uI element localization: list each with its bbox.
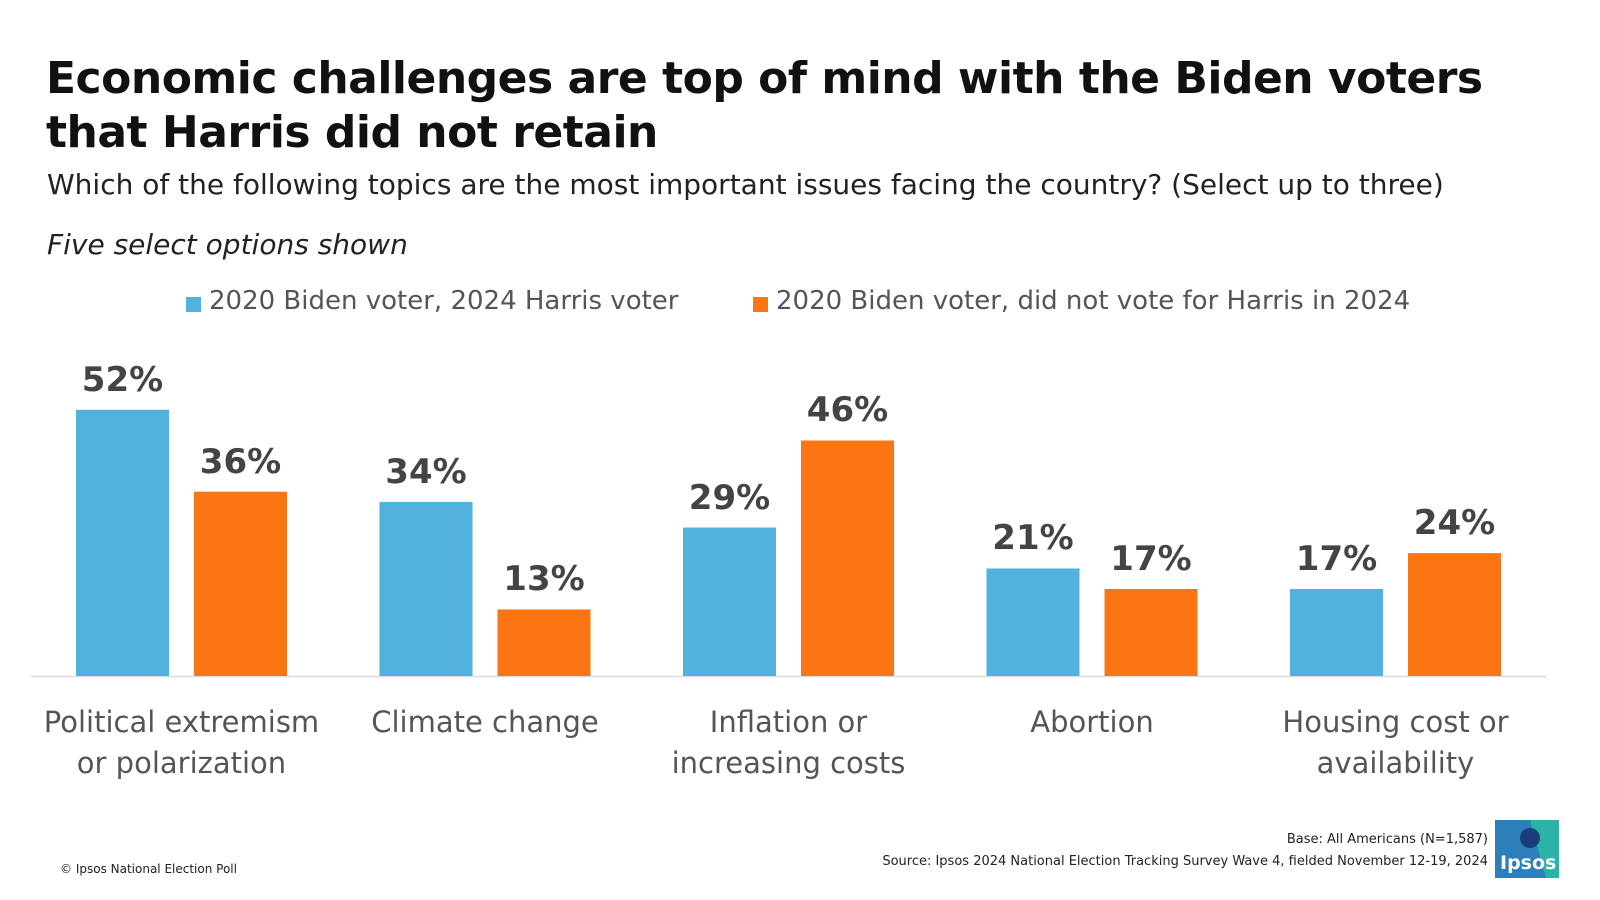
legend-label: 2020 Biden voter, did not vote for Harri… — [776, 286, 1411, 316]
bar — [1290, 588, 1383, 676]
value-label: 13% — [503, 559, 585, 600]
bar — [801, 440, 894, 676]
value-label: 24% — [1413, 503, 1496, 544]
value-label: 52% — [81, 359, 164, 400]
logo-text: Ipsos — [1500, 852, 1557, 874]
bar — [683, 527, 776, 676]
x-tick-label: Political extremism or polarization — [43, 705, 320, 780]
source-note: Source: Ipsos 2024 National Election Tra… — [882, 854, 1488, 869]
bar — [497, 609, 591, 676]
logo — [1495, 820, 1559, 878]
value-label: 46% — [806, 390, 889, 431]
bar — [194, 491, 287, 676]
legend-label: 2020 Biden voter, 2024 Harris voter — [209, 286, 679, 316]
value-label: 21% — [992, 518, 1074, 559]
x-tick-label: Housing cost or availability — [1282, 705, 1509, 780]
value-label: 34% — [385, 451, 467, 492]
chart-title: Economic challenges are top of mind with… — [46, 53, 1483, 158]
x-tick-label: Climate change — [371, 705, 599, 739]
x-tick-label: Abortion — [1030, 705, 1154, 739]
bar — [379, 501, 473, 676]
legend-swatch — [753, 297, 768, 312]
bar — [1104, 588, 1198, 676]
value-label: 29% — [688, 477, 771, 518]
chart-note: Five select options shown — [47, 228, 408, 261]
value-label: 36% — [199, 441, 282, 482]
logo-head — [1520, 828, 1540, 848]
value-label: 17% — [1110, 538, 1192, 579]
bar — [1408, 553, 1501, 676]
bar — [76, 409, 169, 676]
bar — [986, 568, 1080, 676]
value-label: 17% — [1295, 538, 1378, 579]
chart-subtitle: Which of the following topics are the mo… — [47, 168, 1444, 201]
base-note: Base: All Americans (N=1,587) — [1286, 832, 1488, 847]
x-tick-label: Inflation or increasing costs — [671, 705, 906, 780]
copyright: © Ipsos National Election Poll — [60, 862, 237, 876]
legend-swatch — [186, 297, 201, 312]
